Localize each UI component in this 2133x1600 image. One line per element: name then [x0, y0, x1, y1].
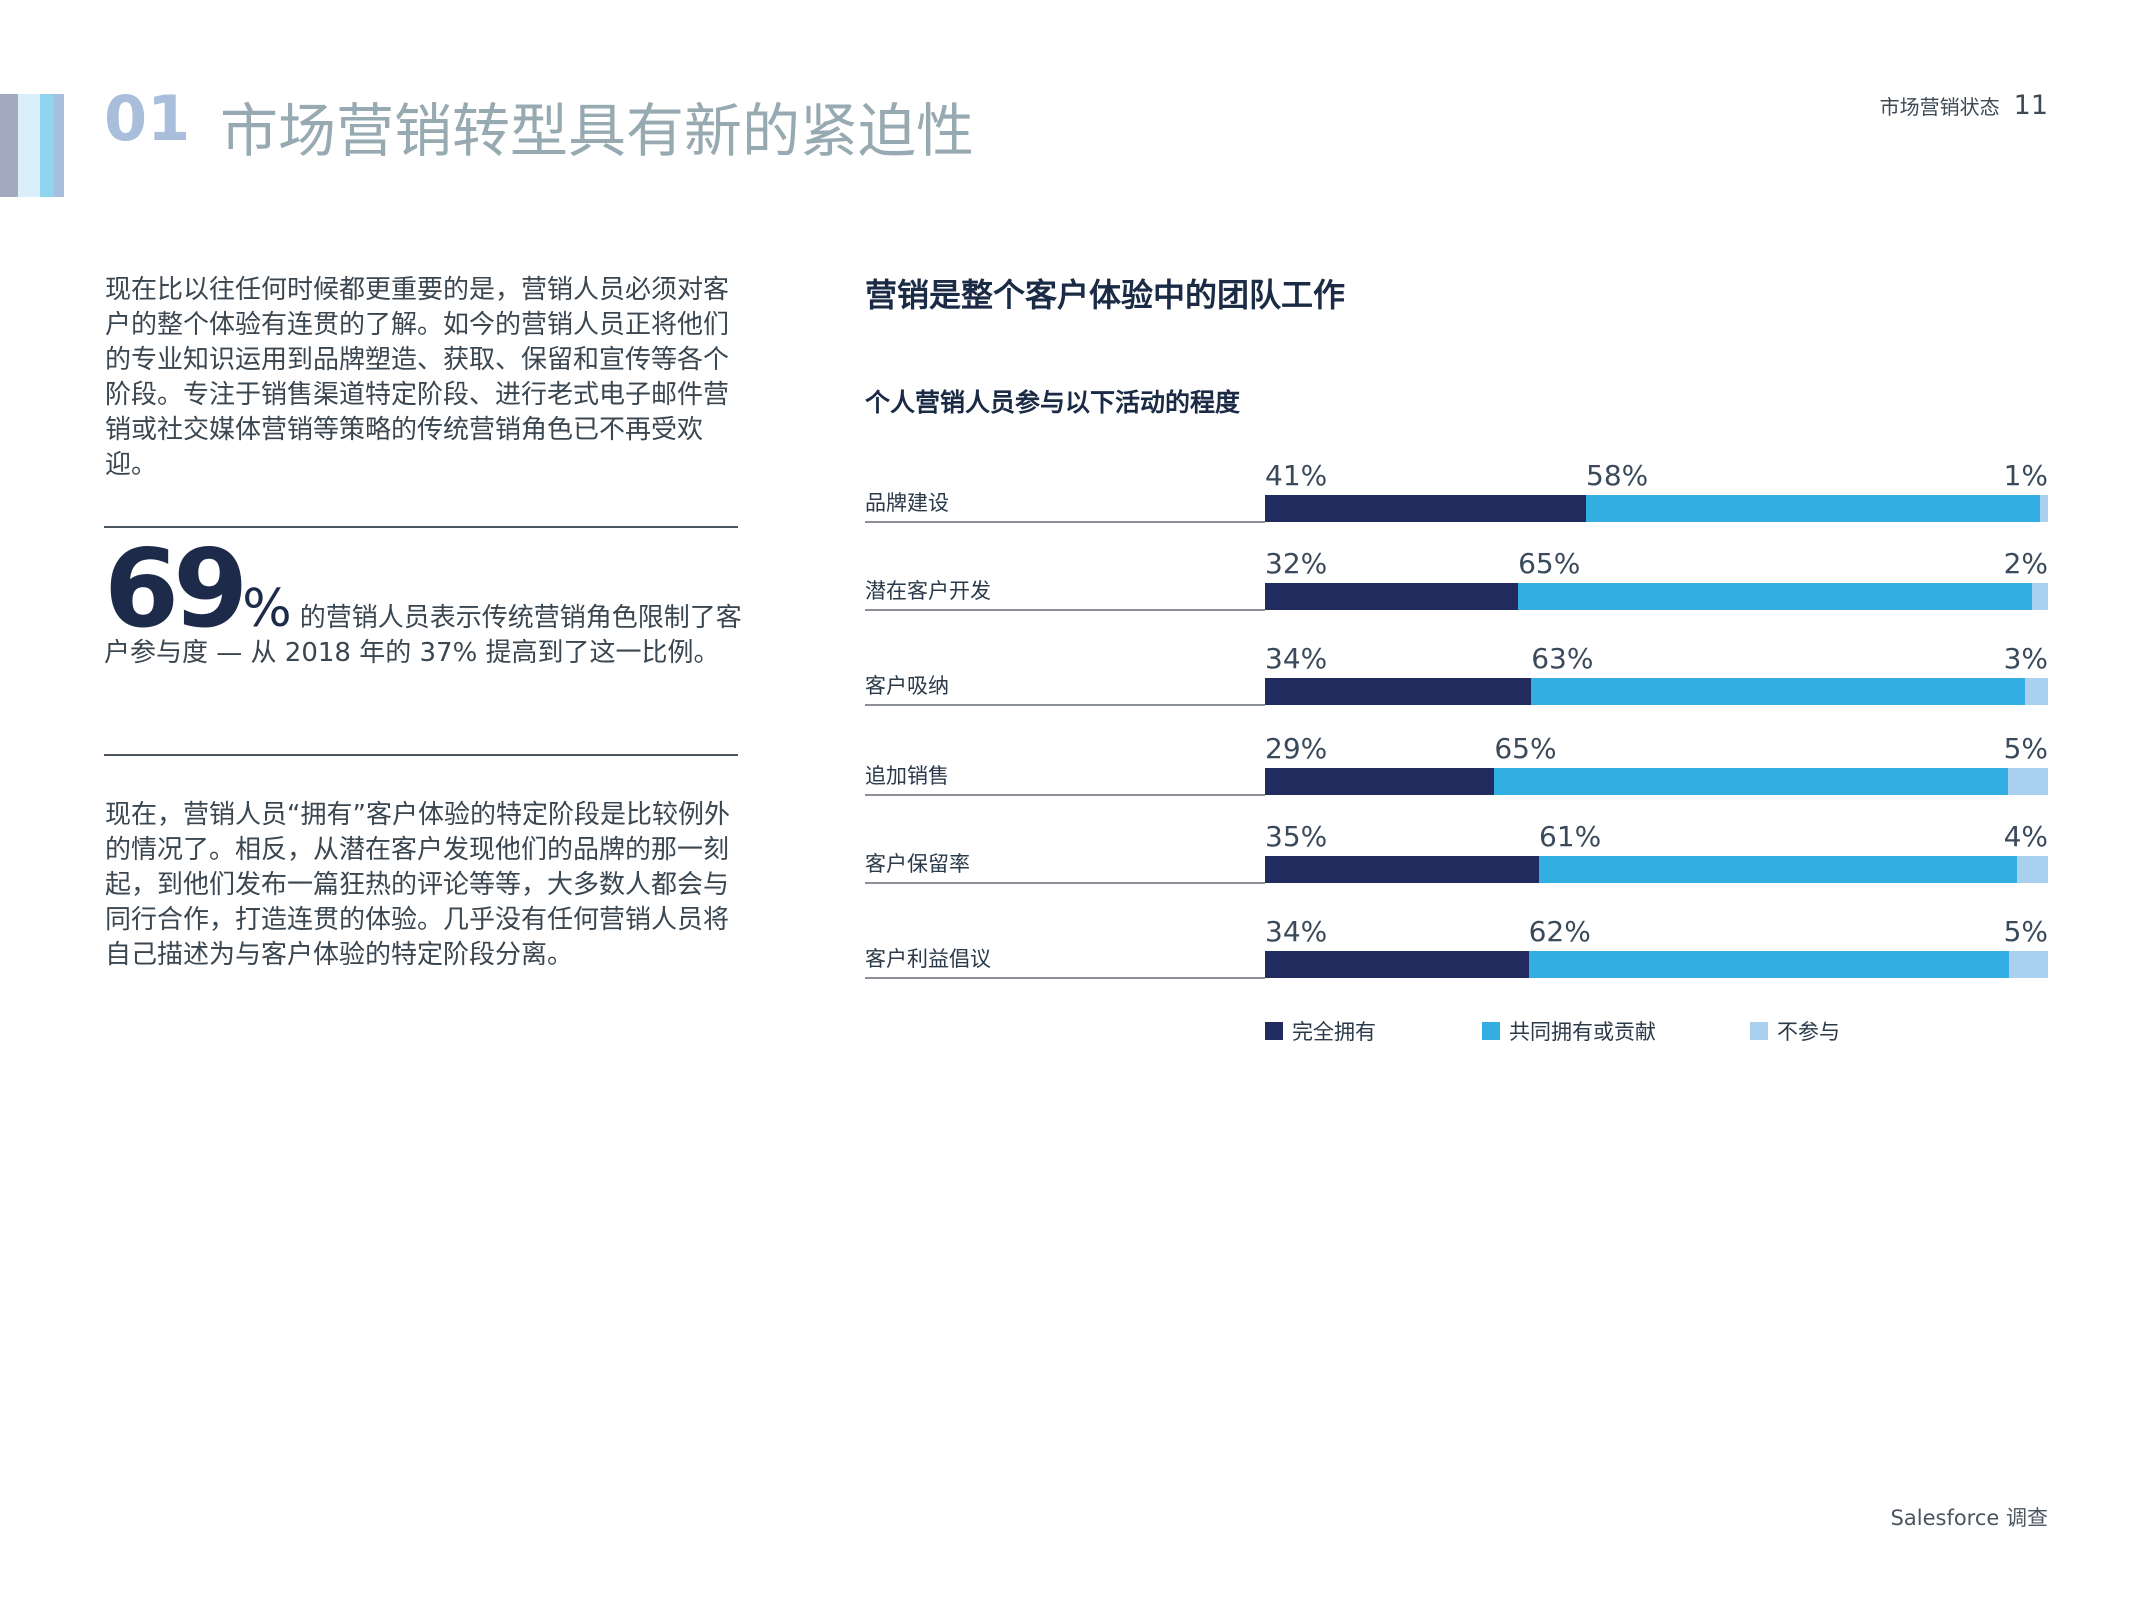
row-baseline	[865, 609, 1265, 611]
bar-segment	[2016, 856, 2048, 883]
row-baseline	[865, 521, 1265, 523]
data-label: 1%	[2003, 459, 2048, 492]
body-paragraph: 现在，营销人员“拥有”客户体验的特定阶段是比较例外的情况了。相反，从潜在客户发现…	[105, 800, 730, 970]
divider	[104, 526, 738, 528]
legend-item: 共同拥有或贡献	[1482, 1016, 1656, 1046]
legend-item: 不参与	[1750, 1016, 1840, 1046]
header-stripe	[54, 94, 64, 197]
bar-segment	[1265, 678, 1532, 705]
bar-segment	[1586, 495, 2041, 522]
data-label: 65%	[1518, 547, 1581, 580]
data-label: 5%	[2003, 915, 2048, 948]
bar-segment	[1531, 678, 2025, 705]
chart-subtitle: 个人营销人员参与以下活动的程度	[865, 388, 1241, 417]
data-label: 5%	[2003, 732, 2048, 765]
category-label: 品牌建设	[865, 491, 949, 515]
legend-swatch	[1265, 1022, 1283, 1040]
data-label: 34%	[1265, 915, 1328, 948]
header-stripe	[0, 94, 18, 197]
intro-paragraph: 现在比以往任何时候都更重要的是，营销人员必须对客户的整个体验有连贯的了解。如今的…	[105, 275, 730, 480]
header-stripe	[18, 94, 40, 197]
category-label: 客户吸纳	[865, 674, 949, 698]
bar-segment	[1539, 856, 2017, 883]
row-baseline	[865, 704, 1265, 706]
section-number: 01	[104, 82, 191, 155]
bar-segment	[2032, 583, 2048, 610]
data-label: 58%	[1586, 459, 1649, 492]
stat-number: 69	[104, 527, 248, 652]
data-label: 35%	[1265, 820, 1328, 853]
section-title: 市场营销转型具有新的紧迫性	[220, 97, 975, 165]
category-label: 客户利益倡议	[865, 947, 991, 971]
chart-title: 营销是整个客户体验中的团队工作	[865, 276, 1346, 314]
legend-label: 不参与	[1777, 1020, 1840, 1044]
bar-segment	[1265, 856, 1540, 883]
running-header: 市场营销状态 11	[1880, 90, 2048, 121]
bar-segment	[1518, 583, 2033, 610]
legend-item: 完全拥有	[1265, 1016, 1376, 1046]
data-label: 41%	[1265, 459, 1328, 492]
legend-swatch	[1750, 1022, 1768, 1040]
bar-segment	[1265, 951, 1529, 978]
bar-segment	[2024, 678, 2048, 705]
row-baseline	[865, 977, 1265, 979]
running-title: 市场营销状态	[1879, 95, 2000, 119]
legend-swatch	[1482, 1022, 1500, 1040]
bar-segment	[2008, 768, 2048, 795]
bar-segment	[1265, 583, 1519, 610]
row-baseline	[865, 882, 1265, 884]
footer-text: Salesforce 调查	[1890, 1506, 2048, 1530]
legend-label: 共同拥有或贡献	[1509, 1020, 1656, 1044]
data-label: 34%	[1265, 642, 1328, 675]
data-label: 4%	[2003, 820, 2048, 853]
data-label: 63%	[1531, 642, 1594, 675]
bar-segment	[1494, 768, 2009, 795]
bar-segment	[1265, 768, 1495, 795]
legend-label: 完全拥有	[1292, 1020, 1376, 1044]
page-number: 11	[2013, 90, 2048, 121]
data-label: 29%	[1265, 732, 1328, 765]
bar-segment	[2009, 951, 2048, 978]
data-label: 61%	[1539, 820, 1602, 853]
data-label: 65%	[1494, 732, 1557, 765]
bar-segment	[2040, 495, 2048, 522]
divider	[104, 754, 738, 756]
data-label: 2%	[2003, 547, 2048, 580]
category-label: 客户保留率	[865, 852, 970, 876]
stat-callout: 69% 的营销人员表示传统营销角色限制了客户参与度 — 从 2018 年的 37%…	[104, 536, 744, 671]
bar-segment	[1265, 495, 1587, 522]
data-label: 32%	[1265, 547, 1328, 580]
stat-text: 的营销人员表示传统营销角色限制了客户参与度 — 从 2018 年的 37% 提高…	[104, 603, 742, 668]
category-label: 潜在客户开发	[865, 579, 991, 603]
bar-segment	[1528, 951, 2010, 978]
data-label: 3%	[2003, 642, 2048, 675]
data-label: 62%	[1528, 915, 1591, 948]
stat-unit: %	[242, 579, 292, 639]
category-label: 追加销售	[865, 764, 949, 788]
row-baseline	[865, 794, 1265, 796]
